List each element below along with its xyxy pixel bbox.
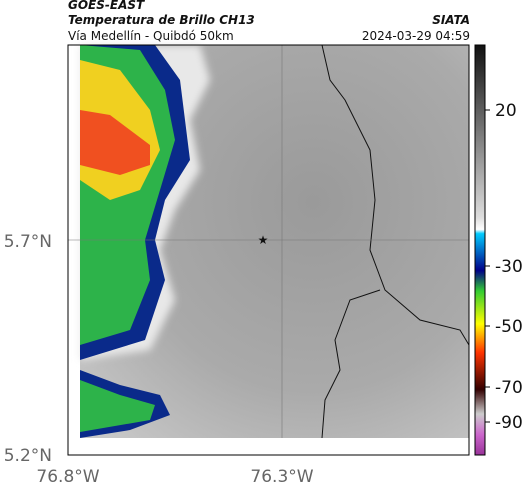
y-axis-label: 5.7°N [4,232,52,252]
x-axis-label: 76.8°W [36,467,99,487]
colorbar-label: -50 [495,317,523,337]
timestamp: 2024-03-29 04:59 [362,29,470,43]
title: GOES-EAST [68,0,145,12]
labels: 5.7°N 5.2°N76.8°W 76.3°W 20 -30 -50 -70 -90 [4,101,523,487]
y-axis-label: 5.2°N [4,446,52,466]
map-image: ★ [68,44,470,439]
region: Vía Medellín - Quibdó 50km [68,29,234,43]
subtitle: Temperatura de Brillo CH13 [68,13,255,27]
colorbar-label: 20 [495,101,517,121]
source: SIATA [432,13,470,27]
colorbar-label: -70 [495,378,523,398]
colorbar-label: -30 [495,257,523,277]
colorbar-label: -90 [495,413,523,433]
colorbar [474,44,486,456]
map-frame [67,44,470,456]
x-axis-label: 76.3°W [250,467,313,487]
svg-text:★: ★ [258,233,269,247]
